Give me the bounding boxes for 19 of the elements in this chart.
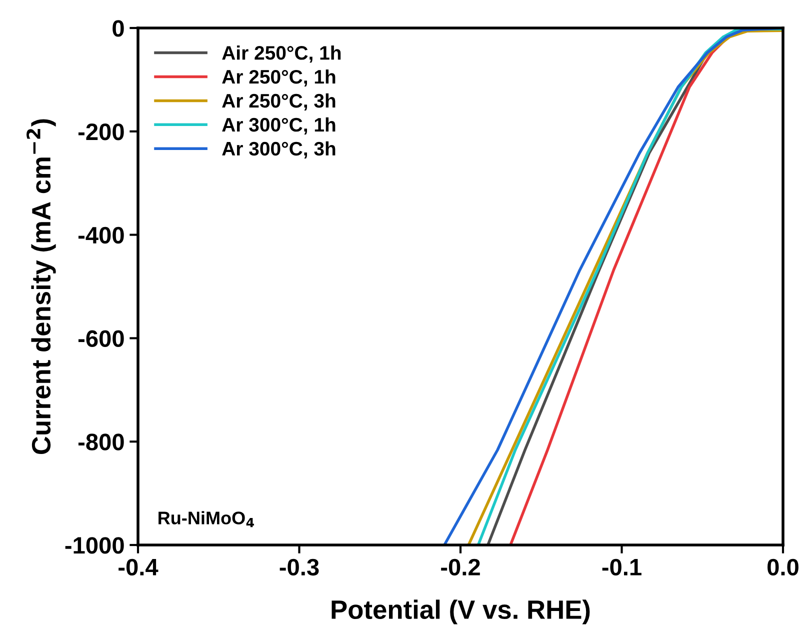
y-tick-label: -400 [78,226,124,244]
x-tick-label: -0.2 [441,558,480,576]
x-tick-label: -0.3 [280,558,319,576]
x-tick-label: 0.0 [768,558,798,576]
y-tick-label: -200 [78,123,124,140]
legend-label: Ar 250°C, 3h [222,93,336,111]
legend-label: Air 250°C, 1h [222,46,341,63]
x-tick-label: -0.1 [602,558,642,576]
annotation: Ru-NiMoO$_{4}$ [158,511,254,528]
y-tick-label: -600 [78,330,124,347]
legend-label: Ar 300°C, 1h [222,117,336,134]
y-axis-title: Current density (mA cm$^{−2}$) [26,119,56,454]
x-axis-title: Potential (V vs. RHE) [332,600,590,624]
y-tick-label: -800 [78,434,124,450]
legend-label: Ar 250°C, 1h [222,69,336,87]
legend-label: Ar 300°C, 3h [222,141,336,158]
x-tick-label: -0.4 [118,558,158,576]
y-tick-label: -1000 [65,537,124,554]
y-tick-label: 0 [112,20,124,37]
